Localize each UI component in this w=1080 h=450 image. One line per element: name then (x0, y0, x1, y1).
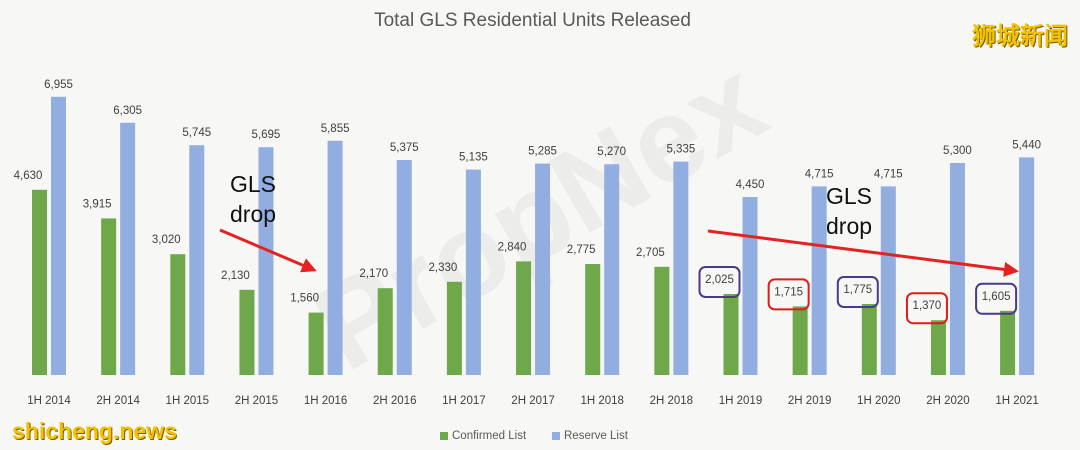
bar-reserve-1h-2017 (465, 169, 481, 375)
data-label-reserve-2h-2020: 5,300 (943, 145, 972, 157)
legend-confirmed-swatch (440, 432, 448, 440)
brand-logo: 狮城新闻 (972, 22, 1068, 50)
data-label-confirmed-1h-2018: 2,775 (567, 244, 596, 256)
bar-reserve-2h-2018 (673, 161, 689, 375)
data-label-reserve-1h-2020: 4,715 (874, 168, 903, 180)
data-label-reserve-1h-2014: 6,955 (44, 79, 73, 91)
bar-confirmed-2h-2020 (930, 320, 946, 375)
x-tick-label-2h-2015: 2H 2015 (235, 395, 278, 407)
x-tick-label-2h-2019: 2H 2019 (788, 395, 831, 407)
x-tick-label-1h-2015: 1H 2015 (166, 395, 209, 407)
data-label-reserve-1h-2015: 5,745 (182, 127, 211, 139)
data-label-confirmed-2h-2020: 1,370 (913, 300, 942, 312)
data-label-confirmed-1h-2014: 4,630 (14, 170, 43, 182)
gls-drop-annotation-2-arrow (707, 229, 1019, 277)
highlight-box-1h-2021 (975, 282, 1018, 315)
data-label-confirmed-1h-2017: 2,330 (429, 262, 458, 274)
data-label-confirmed-2h-2017: 2,840 (498, 241, 527, 253)
bar-confirmed-2h-2018 (654, 266, 670, 375)
bar-reserve-2h-2019 (811, 186, 827, 375)
x-tick-label-2h-2020: 2H 2020 (926, 395, 969, 407)
data-label-reserve-1h-2021: 5,440 (1012, 139, 1041, 151)
bar-reserve-2h-2017 (535, 163, 551, 375)
data-label-confirmed-2h-2019: 1,715 (774, 286, 803, 298)
data-label-confirmed-2h-2014: 3,915 (83, 198, 112, 210)
data-label-reserve-2h-2014: 6,305 (113, 105, 142, 117)
data-label-confirmed-1h-2020: 1,775 (843, 284, 872, 296)
bar-reserve-2h-2014 (120, 122, 136, 375)
bar-reserve-1h-2016 (327, 140, 343, 375)
legend-confirmed-label: Confirmed List (452, 430, 527, 442)
bar-confirmed-1h-2021 (1000, 310, 1016, 375)
bar-confirmed-1h-2018 (585, 264, 601, 375)
bar-reserve-2h-2016 (396, 160, 412, 375)
data-label-reserve-2h-2016: 5,375 (390, 142, 419, 154)
x-tick-label-1h-2020: 1H 2020 (857, 395, 900, 407)
x-tick-label-2h-2018: 2H 2018 (650, 395, 693, 407)
data-label-confirmed-2h-2015: 2,130 (221, 270, 250, 282)
bar-confirmed-1h-2020 (861, 304, 877, 375)
bar-reserve-1h-2020 (880, 186, 896, 375)
highlight-box-1h-2019 (698, 266, 741, 298)
bar-confirmed-2h-2019 (792, 306, 808, 375)
data-label-confirmed-1h-2015: 3,020 (152, 234, 181, 246)
bar-confirmed-1h-2019 (723, 294, 739, 375)
data-label-reserve-2h-2019: 4,715 (805, 168, 834, 180)
legend-confirmed: Confirmed List (440, 430, 526, 442)
site-watermark: shicheng.news (12, 418, 177, 444)
data-label-reserve-2h-2017: 5,285 (528, 146, 557, 158)
x-tick-label-1h-2018: 1H 2018 (580, 395, 623, 407)
highlight-box-2h-2019 (767, 278, 810, 311)
data-label-confirmed-1h-2019: 2,025 (705, 274, 734, 286)
bar-reserve-1h-2014 (51, 96, 66, 376)
x-tick-label-1h-2019: 1H 2019 (719, 395, 762, 407)
gls-drop-annotation-1-line-2: drop (230, 201, 276, 227)
bar-reserve-1h-2015 (189, 145, 205, 375)
data-label-confirmed-1h-2021: 1,605 (982, 291, 1011, 303)
bar-reserve-1h-2021 (1019, 157, 1035, 375)
highlight-box-1h-2020 (836, 276, 879, 308)
bar-reserve-1h-2019 (742, 197, 758, 375)
data-label-reserve-1h-2017: 5,135 (459, 152, 488, 164)
gls-drop-annotation-2-line-2: drop (826, 213, 872, 239)
x-tick-label-1h-2016: 1H 2016 (304, 395, 347, 407)
bar-confirmed-1h-2014 (32, 189, 47, 375)
highlight-box-2h-2020 (905, 292, 948, 325)
data-label-confirmed-2h-2016: 2,170 (359, 268, 388, 280)
data-label-reserve-1h-2016: 5,855 (321, 123, 350, 135)
bar-reserve-2h-2015 (258, 147, 274, 375)
x-tick-label-1h-2014: 1H 2014 (27, 395, 71, 407)
chart-title: Total GLS Residential Units Released (374, 10, 691, 31)
gls-drop-annotation-2-line-1: GLS (826, 183, 872, 209)
gls-drop-annotation-1-arrow (219, 228, 317, 273)
bar-confirmed-2h-2014 (101, 218, 117, 375)
x-tick-label-1h-2021: 1H 2021 (995, 395, 1038, 407)
x-tick-label-2h-2016: 2H 2016 (373, 395, 416, 407)
x-tick-label-2h-2017: 2H 2017 (511, 395, 554, 407)
data-label-confirmed-1h-2016: 1,560 (290, 293, 319, 305)
data-label-reserve-1h-2019: 4,450 (736, 179, 765, 191)
bar-confirmed-2h-2017 (516, 261, 532, 375)
x-tick-label-1h-2017: 1H 2017 (442, 395, 485, 407)
x-tick-label-2h-2014: 2H 2014 (96, 395, 140, 407)
bar-reserve-1h-2018 (604, 164, 620, 375)
legend-reserve-label: Reserve List (564, 430, 628, 442)
bar-confirmed-2h-2015 (239, 289, 255, 375)
bar-confirmed-2h-2016 (377, 288, 393, 375)
bar-confirmed-1h-2017 (446, 281, 462, 375)
legend-reserve-swatch (552, 432, 560, 440)
data-label-reserve-1h-2018: 5,270 (597, 146, 626, 158)
gls-drop-annotation-1-line-1: GLS (230, 171, 276, 197)
data-label-reserve-2h-2015: 5,695 (252, 129, 281, 141)
bar-confirmed-1h-2016 (308, 312, 324, 375)
data-label-reserve-2h-2018: 5,335 (666, 144, 695, 156)
bar-confirmed-1h-2015 (170, 254, 186, 375)
bar-reserve-2h-2020 (949, 163, 965, 375)
legend-reserve: Reserve List (552, 430, 628, 442)
data-label-confirmed-2h-2018: 2,705 (636, 247, 665, 259)
